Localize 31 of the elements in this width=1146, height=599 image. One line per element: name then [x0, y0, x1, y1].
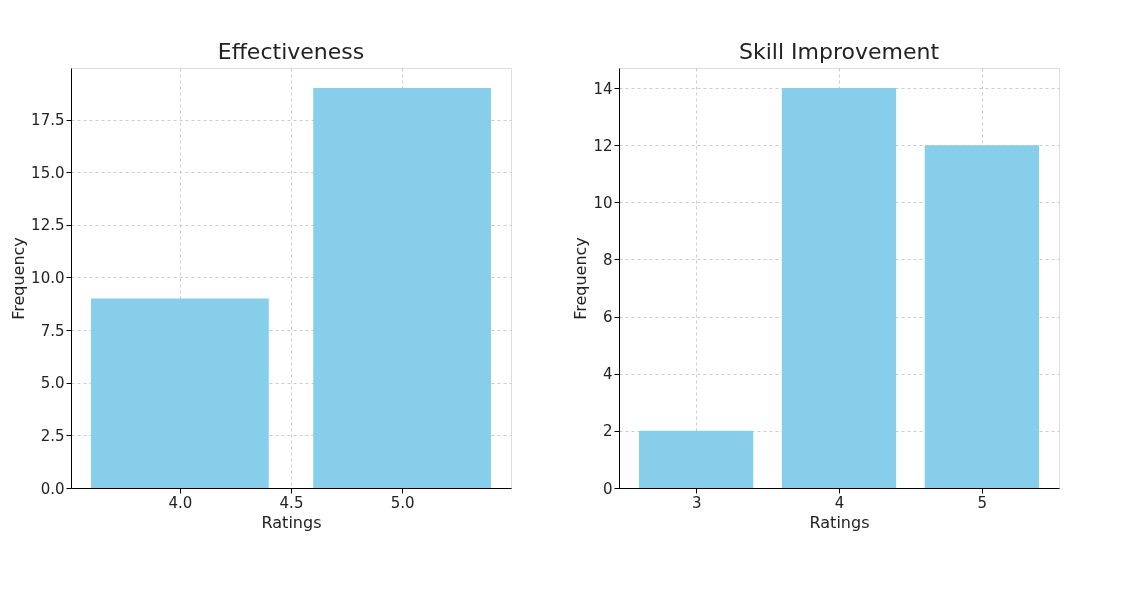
y-tick-label: 12	[593, 136, 613, 155]
y-tick-label: 4	[602, 365, 613, 384]
x-tick-label: 4.0	[168, 493, 193, 512]
x-tick-label: 5.0	[390, 493, 415, 512]
y-tick-label: 17.5	[31, 111, 65, 130]
x-tick-label: 5	[977, 493, 988, 512]
y-tick-label: 8	[602, 250, 613, 269]
y-tick-label: 6	[602, 308, 613, 327]
y-tick-label: 2.5	[40, 426, 65, 445]
y-tick-label: 10.0	[31, 268, 65, 287]
y-tick-label: 5.0	[40, 374, 65, 393]
y-tick-label: 10	[593, 193, 613, 212]
x-axis-title: Ratings	[809, 512, 870, 532]
x-axis-title: Ratings	[261, 512, 322, 532]
x-tick-label: 3	[691, 493, 702, 512]
y-tick-label: 12.5	[31, 216, 65, 235]
chart-title: Skill Improvement	[738, 39, 940, 64]
y-tick-label: 2	[602, 422, 613, 441]
bar	[639, 430, 754, 488]
y-tick-label: 0	[602, 479, 613, 498]
y-tick-label: 15.0	[31, 163, 65, 182]
bar	[781, 88, 897, 488]
y-tick-label: 0.0	[40, 479, 65, 498]
x-tick-label: 4	[834, 493, 845, 512]
y-tick-label: 14	[593, 79, 613, 98]
y-tick-label: 7.5	[40, 321, 65, 340]
chart-title: Effectiveness	[217, 39, 365, 64]
y-axis-title: Frequency	[9, 237, 29, 320]
y-axis-title: Frequency	[571, 237, 591, 320]
x-tick-label: 4.5	[279, 493, 304, 512]
bar	[924, 145, 1039, 488]
